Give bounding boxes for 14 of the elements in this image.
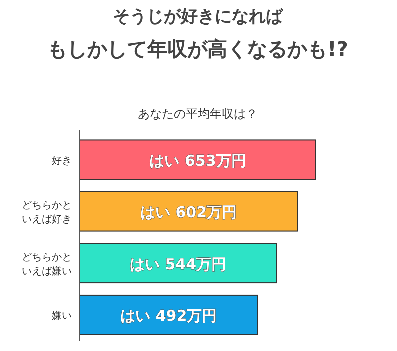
- bar: [80, 140, 316, 180]
- data-label: はい 653万円: [150, 152, 246, 170]
- y-tick-label: どちらかといえば嫌い: [22, 252, 72, 278]
- data-label: はい 544万円: [130, 255, 227, 274]
- bar: [80, 191, 298, 232]
- chart-title: そうじが好きになればもしかして年収が高くなるかも!?: [48, 7, 348, 61]
- data-label: はい 492万円: [120, 307, 218, 326]
- y-tick-label: 嫌い: [52, 310, 72, 322]
- chart-subtitle: あなたの平均年収は？: [138, 107, 258, 121]
- bar: [80, 243, 278, 284]
- y-tick-label: どちらかといえば好き: [22, 200, 72, 226]
- y-tick-label: 好き: [52, 156, 72, 167]
- data-label: はい 602万円: [140, 204, 238, 222]
- bar: [80, 294, 258, 336]
